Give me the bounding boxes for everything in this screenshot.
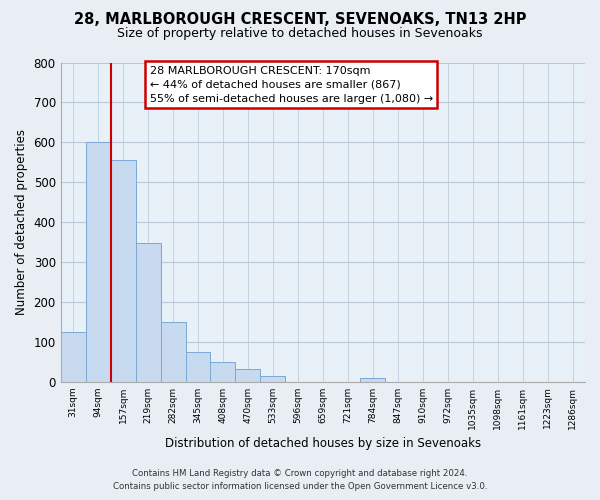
Bar	[360, 378, 385, 382]
Text: 28 MARLBOROUGH CRESCENT: 170sqm
← 44% of detached houses are smaller (867)
55% o: 28 MARLBOROUGH CRESCENT: 170sqm ← 44% of…	[150, 66, 433, 104]
Bar	[260, 376, 286, 382]
Bar	[86, 142, 110, 382]
Text: Size of property relative to detached houses in Sevenoaks: Size of property relative to detached ho…	[117, 28, 483, 40]
Bar	[161, 322, 185, 382]
Text: 28, MARLBOROUGH CRESCENT, SEVENOAKS, TN13 2HP: 28, MARLBOROUGH CRESCENT, SEVENOAKS, TN1…	[74, 12, 526, 28]
Bar	[185, 352, 211, 382]
Bar	[61, 332, 86, 382]
Bar	[110, 160, 136, 382]
Bar	[211, 362, 235, 382]
Text: Contains HM Land Registry data © Crown copyright and database right 2024.
Contai: Contains HM Land Registry data © Crown c…	[113, 470, 487, 491]
Y-axis label: Number of detached properties: Number of detached properties	[15, 129, 28, 315]
Bar	[235, 368, 260, 382]
Bar	[136, 243, 161, 382]
X-axis label: Distribution of detached houses by size in Sevenoaks: Distribution of detached houses by size …	[165, 437, 481, 450]
